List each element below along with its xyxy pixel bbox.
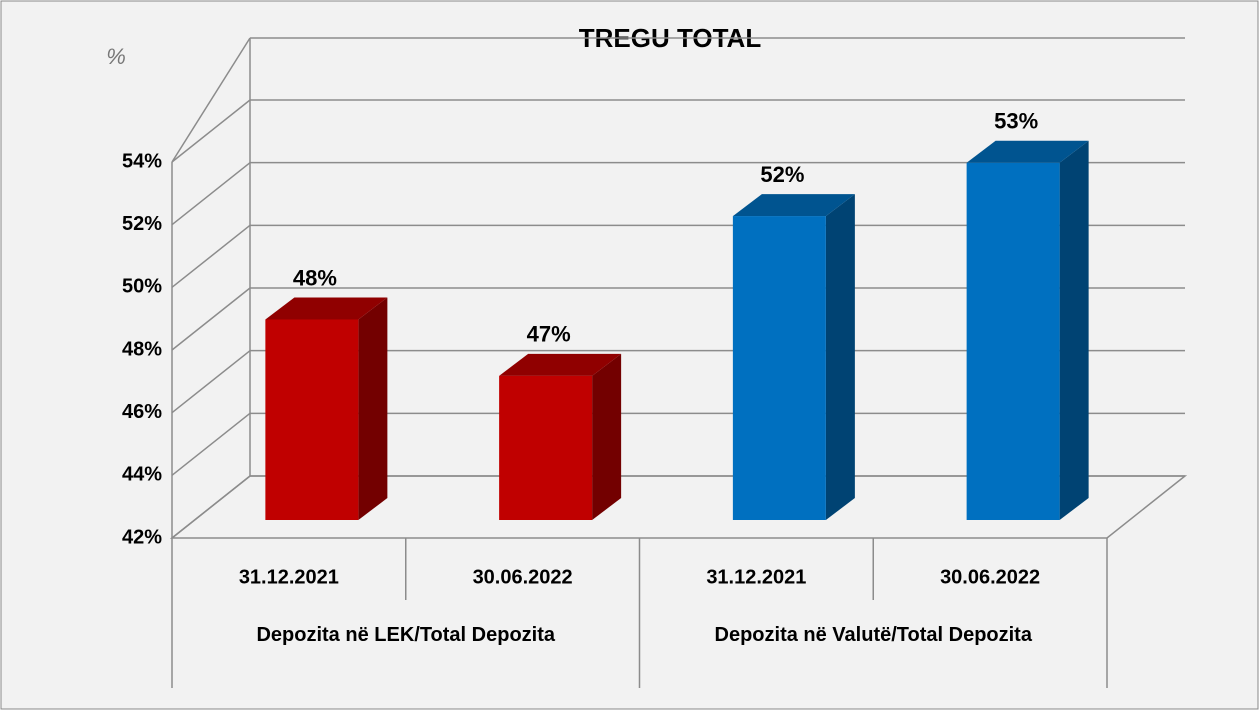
data-label: 48% — [293, 265, 337, 290]
x-tick-label: 31.12.2021 — [706, 566, 806, 588]
data-label: 53% — [994, 109, 1038, 134]
y-tick-label: 44% — [122, 464, 162, 486]
grid-line-side — [171, 350, 251, 414]
bar — [265, 319, 359, 520]
y-tick-label: 46% — [122, 401, 162, 423]
grid-line-side — [171, 287, 251, 351]
grid-line-side — [171, 412, 251, 476]
data-label: 52% — [760, 162, 804, 187]
grid-line-side — [171, 475, 251, 539]
group-label: Depozita në LEK/Total Depozita — [256, 624, 555, 646]
bar-side — [592, 353, 622, 520]
bar-side — [1059, 140, 1089, 521]
group-label: Depozita në Valutë/Total Depozita — [715, 624, 1033, 646]
bar — [499, 375, 593, 520]
y-tick-label: 48% — [122, 338, 162, 360]
bar-top — [966, 140, 1089, 163]
y-tick-label: 52% — [122, 213, 162, 235]
grid-line-side — [171, 162, 251, 226]
y-tick-label: 54% — [122, 150, 162, 172]
bar-top — [265, 297, 388, 320]
grid-line-side — [171, 99, 251, 163]
y-tick-label: 42% — [122, 526, 162, 548]
grid-line-side — [171, 224, 251, 288]
y-tick-label: 50% — [122, 276, 162, 298]
bar-side — [825, 194, 855, 521]
left-wall-top — [171, 37, 251, 163]
x-tick-label: 30.06.2022 — [940, 566, 1040, 588]
bar — [732, 216, 826, 521]
bar-top — [732, 194, 855, 217]
y-axis-label: % — [106, 44, 126, 69]
data-label: 47% — [527, 322, 571, 347]
bar — [966, 162, 1060, 521]
x-tick-label: 31.12.2021 — [239, 566, 339, 588]
bar-side — [358, 297, 388, 520]
x-tick-label: 30.06.2022 — [473, 566, 573, 588]
bar-top — [499, 353, 622, 376]
